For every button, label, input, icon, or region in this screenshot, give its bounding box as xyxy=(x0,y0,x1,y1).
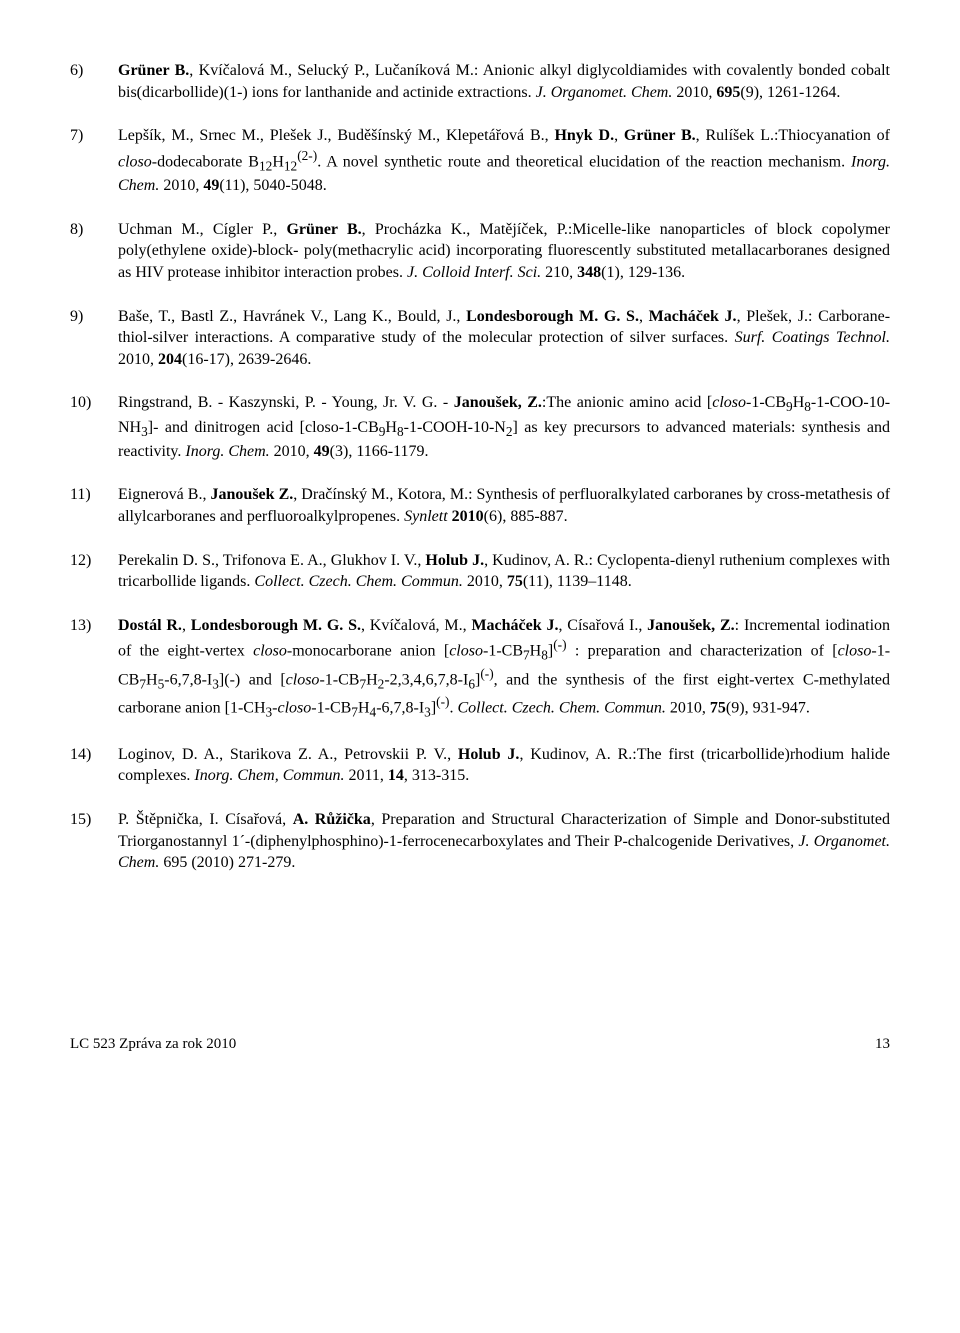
reference-body: Loginov, D. A., Starikova Z. A., Petrovs… xyxy=(118,744,890,787)
reference-item: 7)Lepšík, M., Srnec M., Plešek J., Buděš… xyxy=(70,125,890,197)
reference-body: P. Štěpnička, I. Císařová, A. Růžička, P… xyxy=(118,809,890,874)
reference-number: 7) xyxy=(70,125,118,197)
reference-body: Grüner B., Kvíčalová M., Selucký P., Luč… xyxy=(118,60,890,103)
reference-item: 13)Dostál R., Londesborough M. G. S., Kv… xyxy=(70,615,890,722)
reference-number: 9) xyxy=(70,306,118,371)
footer-left: LC 523 Zpráva za rok 2010 xyxy=(70,1034,236,1054)
reference-number: 11) xyxy=(70,484,118,527)
reference-item: 12)Perekalin D. S., Trifonova E. A., Glu… xyxy=(70,550,890,593)
reference-item: 15)P. Štěpnička, I. Císařová, A. Růžička… xyxy=(70,809,890,874)
footer-page-number: 13 xyxy=(875,1034,890,1054)
reference-list: 6)Grüner B., Kvíčalová M., Selucký P., L… xyxy=(70,60,890,874)
reference-body: Baše, T., Bastl Z., Havránek V., Lang K.… xyxy=(118,306,890,371)
reference-body: Dostál R., Londesborough M. G. S., Kvíča… xyxy=(118,615,890,722)
reference-number: 15) xyxy=(70,809,118,874)
reference-number: 12) xyxy=(70,550,118,593)
reference-body: Eignerová B., Janoušek Z., Dračínský M.,… xyxy=(118,484,890,527)
reference-body: Lepšík, M., Srnec M., Plešek J., Buděšín… xyxy=(118,125,890,197)
reference-number: 14) xyxy=(70,744,118,787)
reference-body: Ringstrand, B. - Kaszynski, P. - Young, … xyxy=(118,392,890,462)
reference-number: 8) xyxy=(70,219,118,284)
reference-number: 6) xyxy=(70,60,118,103)
reference-item: 14)Loginov, D. A., Starikova Z. A., Petr… xyxy=(70,744,890,787)
reference-number: 10) xyxy=(70,392,118,462)
reference-item: 9)Baše, T., Bastl Z., Havránek V., Lang … xyxy=(70,306,890,371)
reference-number: 13) xyxy=(70,615,118,722)
reference-item: 6)Grüner B., Kvíčalová M., Selucký P., L… xyxy=(70,60,890,103)
reference-body: Uchman M., Cígler P., Grüner B., Procház… xyxy=(118,219,890,284)
reference-item: 11)Eignerová B., Janoušek Z., Dračínský … xyxy=(70,484,890,527)
reference-item: 8)Uchman M., Cígler P., Grüner B., Proch… xyxy=(70,219,890,284)
reference-body: Perekalin D. S., Trifonova E. A., Glukho… xyxy=(118,550,890,593)
page-footer: LC 523 Zpráva za rok 2010 13 xyxy=(70,1034,890,1054)
reference-item: 10)Ringstrand, B. - Kaszynski, P. - Youn… xyxy=(70,392,890,462)
